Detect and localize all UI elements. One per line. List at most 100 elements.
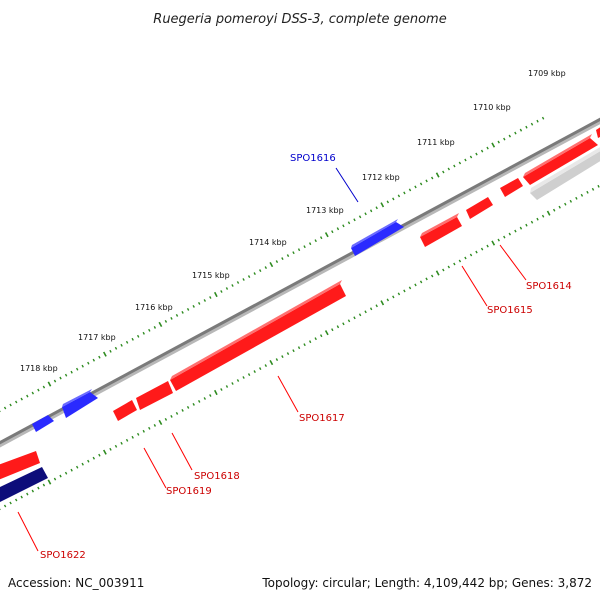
tick-mark xyxy=(53,477,57,481)
tick-mark xyxy=(347,221,351,225)
tick-mark xyxy=(353,316,356,320)
tick-mark xyxy=(98,355,101,359)
tick-mark xyxy=(425,277,428,281)
tick-mark xyxy=(308,242,312,246)
tick-mark xyxy=(491,142,496,148)
tick-mark xyxy=(242,278,245,281)
gene-SPO1614[interactable] xyxy=(523,134,598,185)
tick-mark xyxy=(47,479,52,485)
gene-label-SPO1619[interactable]: SPO1619 xyxy=(166,486,212,497)
tick-mark xyxy=(158,419,163,425)
gene-labels: SPO1616 SPO1614 SPO1615 SPO1617 SPO1618 … xyxy=(40,153,572,561)
tick-mark xyxy=(275,260,279,264)
genome-backbone xyxy=(0,117,600,445)
gene-label-SPO1617[interactable]: SPO1617 xyxy=(299,413,345,424)
tick-mark xyxy=(192,402,195,406)
tick-mark xyxy=(403,191,406,195)
gene-label-SPO1616[interactable]: SPO1616 xyxy=(290,153,336,164)
gene-dark[interactable] xyxy=(0,467,48,503)
tick-mark xyxy=(231,284,234,287)
tick-mark xyxy=(508,134,512,138)
kbp-label: 1709 kbp xyxy=(528,69,566,78)
tick-mark xyxy=(64,471,68,475)
tick-mark xyxy=(114,346,118,350)
tick-mark xyxy=(435,270,440,276)
tick-mark xyxy=(364,212,367,216)
kbp-label: 1711 kbp xyxy=(417,138,455,147)
tick-mark xyxy=(314,239,317,243)
gene-label-SPO1614[interactable]: SPO1614 xyxy=(526,281,572,292)
tick-mark xyxy=(336,227,340,231)
tick-mark xyxy=(303,343,306,347)
tick-mark xyxy=(125,438,129,442)
gene-grey[interactable] xyxy=(530,146,600,200)
tick-mark xyxy=(480,247,484,251)
tick-mark xyxy=(464,256,467,260)
tick-mark xyxy=(331,328,334,332)
kbp-label: 1714 kbp xyxy=(249,238,287,247)
tick-mark xyxy=(3,504,7,508)
tick-mark xyxy=(213,291,218,298)
tick-mark xyxy=(136,432,140,436)
gene-label-SPO1622[interactable]: SPO1622 xyxy=(40,550,86,561)
tick-mark xyxy=(131,435,134,439)
tick-mark xyxy=(175,411,179,415)
tick-mark xyxy=(358,215,362,219)
gene-forward-b[interactable] xyxy=(32,415,54,432)
tick-mark xyxy=(247,373,251,377)
gene-SPO1622[interactable] xyxy=(0,451,40,480)
tick-mark xyxy=(447,265,451,269)
tick-mark xyxy=(324,330,329,336)
gene-SPO1616[interactable] xyxy=(351,219,404,256)
tick-mark xyxy=(286,254,290,258)
tick-mark xyxy=(148,328,151,332)
tick-mark xyxy=(102,351,107,357)
tick-mark xyxy=(591,187,595,191)
tick-mark xyxy=(375,304,378,308)
gene-SPO1617[interactable] xyxy=(170,280,346,391)
gene-forward-a[interactable] xyxy=(62,389,98,418)
kbp-label: 1712 kbp xyxy=(362,173,400,182)
tick-mark xyxy=(530,122,534,126)
tick-mark xyxy=(369,307,373,311)
gene-label-SPO1615[interactable]: SPO1615 xyxy=(487,305,533,316)
tick-mark xyxy=(20,397,23,401)
tick-mark xyxy=(380,300,385,306)
genome-backbone-shadow xyxy=(0,118,600,448)
gene-features xyxy=(0,126,600,503)
tick-mark xyxy=(297,248,301,252)
tick-mark xyxy=(109,349,112,353)
tick-mark xyxy=(486,146,489,150)
kbp-label: 1718 kbp xyxy=(20,364,58,373)
tick-mark xyxy=(519,226,523,230)
tick-mark xyxy=(480,149,484,153)
tick-mark xyxy=(92,456,96,460)
tick-mark xyxy=(319,334,323,338)
tick-mark xyxy=(158,321,163,327)
tick-mark xyxy=(220,388,223,391)
tick-mark xyxy=(26,394,29,398)
gene-SPO1619[interactable] xyxy=(113,400,137,421)
tick-mark xyxy=(342,322,345,326)
tick-mark xyxy=(536,217,539,221)
tick-mark xyxy=(292,251,295,255)
tick-mark xyxy=(281,257,284,261)
gene-red-far-right[interactable] xyxy=(596,126,600,138)
tick-mark xyxy=(247,275,251,279)
tick-mark xyxy=(203,397,207,400)
tick-mark xyxy=(209,394,212,397)
tick-mark xyxy=(42,385,46,389)
tick-mark xyxy=(435,172,440,178)
gene-red-small-a[interactable] xyxy=(500,178,523,197)
tick-mark xyxy=(469,253,473,257)
gene-SPO1618[interactable] xyxy=(136,381,173,410)
tick-mark xyxy=(120,343,123,347)
gene-SPO1615[interactable] xyxy=(420,213,462,247)
tick-mark xyxy=(9,403,12,407)
tick-mark xyxy=(569,199,573,203)
tick-mark xyxy=(31,489,35,493)
gene-red-small-b[interactable] xyxy=(466,197,493,219)
tick-mark xyxy=(59,376,62,380)
gene-label-SPO1618[interactable]: SPO1618 xyxy=(194,471,240,482)
